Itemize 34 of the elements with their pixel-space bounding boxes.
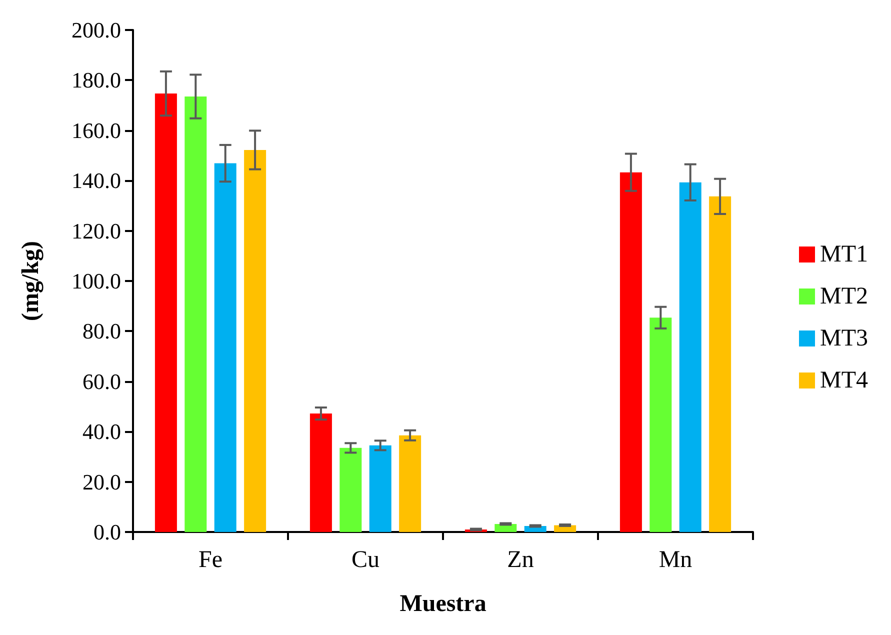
bar (650, 318, 672, 532)
bar (399, 435, 422, 532)
bar (154, 94, 177, 532)
bar (494, 524, 517, 532)
y-tick-label: 0.0 (94, 520, 121, 544)
x-tick-label: Cu (351, 547, 380, 573)
x-tick-label: Mn (658, 547, 692, 573)
x-tick-label: Zn (507, 547, 534, 573)
y-tick-label: 180.0 (72, 68, 121, 93)
x-tick-label: Fe (198, 547, 222, 573)
bar (369, 445, 392, 532)
y-tick-label: 140.0 (72, 168, 121, 194)
legend-label: MT3 (820, 326, 868, 352)
y-tick-label: 100.0 (72, 268, 121, 294)
y-tick-label: 120.0 (72, 218, 121, 244)
y-tick-label: 60.0 (82, 368, 121, 394)
bar (709, 196, 732, 532)
bar (310, 414, 332, 532)
y-tick-label: 40.0 (82, 419, 121, 444)
y-axis-title: (mg/kg) (18, 241, 44, 321)
legend-label: MT4 (820, 368, 868, 394)
bar (340, 448, 362, 532)
bar (184, 96, 207, 532)
bar (214, 163, 236, 532)
y-tick-label: 160.0 (72, 118, 121, 143)
y-tick-label: 200.0 (72, 18, 121, 42)
x-axis-title: Muestra (400, 591, 486, 617)
bar (620, 172, 642, 532)
y-tick-label: 20.0 (82, 469, 121, 494)
legend-label: MT1 (820, 242, 868, 268)
bar (244, 150, 266, 532)
bar (679, 182, 702, 532)
y-tick-label: 80.0 (82, 318, 121, 344)
legend-label: MT2 (820, 284, 868, 310)
